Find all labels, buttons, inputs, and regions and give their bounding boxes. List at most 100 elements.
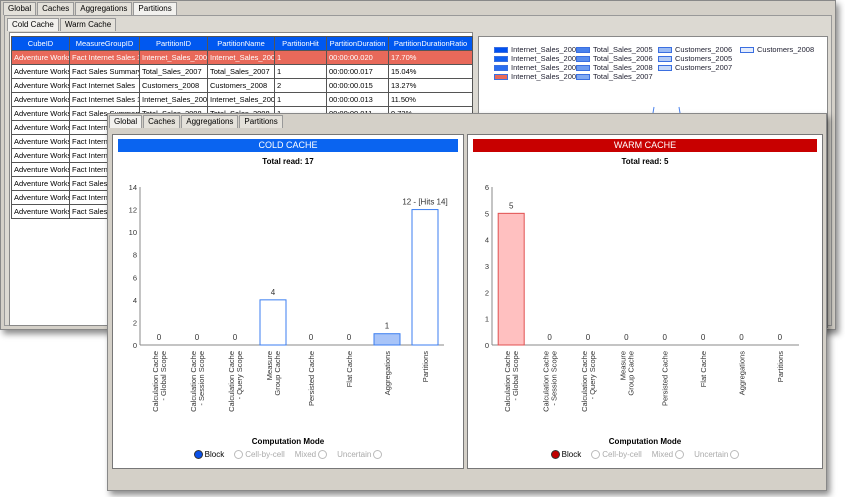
tab-global[interactable]: Global: [3, 2, 37, 15]
table-cell: Adventure Works: [11, 176, 70, 191]
legend-label: Customers_2006: [675, 45, 733, 54]
table-cell: Adventure Works: [11, 162, 70, 177]
legend-label: Internet_Sales_2007: [511, 63, 581, 72]
computation-mode-radios: Block Cell-by-cell Mixed Uncertain: [113, 450, 463, 459]
x-tick-label: Calculation Cache - Query Scope: [227, 351, 244, 412]
svg-text:Calculation Cache: Calculation Cache: [580, 351, 589, 412]
x-tick-label: Partitions: [776, 351, 785, 383]
data-label: 0: [347, 333, 352, 342]
tab-partitions[interactable]: Partitions: [133, 2, 177, 15]
legend-label: Internet_Sales_2008: [511, 72, 581, 81]
table-cell: Internet_Sales_2007: [139, 92, 208, 107]
cache-summary-window: Global Caches Aggregations Partitions COLD …: [107, 113, 827, 491]
radio-cell-by-cell[interactable]: Cell-by-cell: [234, 450, 285, 459]
column-header[interactable]: PartitionDuration: [326, 36, 389, 51]
legend-swatch: [658, 46, 672, 53]
legend-swatch: [494, 64, 508, 71]
tab-warm-cache[interactable]: Warm Cache: [59, 18, 117, 31]
data-label: 5: [509, 201, 514, 210]
svg-text:- Query Scope: - Query Scope: [588, 351, 597, 399]
column-header[interactable]: PartitionName: [207, 36, 275, 51]
legend-label: Customers_2008: [757, 45, 815, 54]
column-header[interactable]: PartitionID: [139, 36, 208, 51]
data-label: 4: [271, 288, 276, 297]
radio-cell-by-cell[interactable]: Cell-by-cell: [591, 450, 642, 459]
x-tick-label: Aggregations: [737, 351, 746, 395]
data-label: 0: [157, 333, 162, 342]
svg-text:- Query Scope: - Query Scope: [235, 351, 244, 399]
legend-item: Customers_2008: [740, 45, 814, 54]
x-tick-label: Measure Group Cache: [265, 351, 282, 396]
bar: [373, 333, 401, 346]
svg-text:Aggregations: Aggregations: [383, 351, 392, 395]
table-cell: Adventure Works: [11, 106, 70, 121]
radio-uncertain[interactable]: Uncertain: [337, 450, 383, 459]
legend-label: Internet_Sales_2006: [511, 54, 581, 63]
legend-swatch: [576, 64, 590, 71]
x-tick-label: Flat Cache: [345, 351, 354, 387]
table-cell: Internet_Sales_2008: [139, 50, 208, 65]
column-header[interactable]: PartitionDurationRatio: [388, 36, 473, 51]
radio-mixed[interactable]: Mixed: [295, 450, 328, 459]
legend-item: Total_Sales_2008: [576, 63, 653, 72]
warm-cache-panel: WARM CACHE Total read: 5 0 1 2 3 4 5 6 5 Calculati…: [467, 134, 823, 469]
table-cell: 15.04%: [388, 64, 473, 79]
panel-title: COLD CACHE: [118, 139, 458, 152]
data-label: 0: [233, 333, 238, 342]
bar: [411, 209, 439, 346]
x-tick-label: Calculation Cache - Query Scope: [580, 351, 597, 412]
summary-tabs: Global Caches Aggregations Partitions: [109, 115, 284, 128]
tab-global[interactable]: Global: [109, 115, 143, 128]
legend-item: Internet_Sales_2006: [494, 54, 580, 63]
y-tick-label: 12: [129, 206, 137, 215]
table-cell: Adventure Works: [11, 148, 70, 163]
table-cell: Adventure Works: [11, 92, 70, 107]
radio-mixed[interactable]: Mixed: [652, 450, 685, 459]
data-label: 0: [701, 333, 706, 342]
data-label: 12 - [Hits 14]: [402, 198, 447, 207]
main-tabs: Global Caches Aggregations Partitions: [3, 2, 178, 15]
column-header[interactable]: MeasureGroupID: [69, 36, 140, 51]
tab-aggregations[interactable]: Aggregations: [181, 115, 239, 128]
table-cell: Adventure Works: [11, 120, 70, 135]
table-cell: Fact Internet Sales 1: [69, 92, 140, 107]
tab-caches[interactable]: Caches: [143, 115, 181, 128]
svg-text:Partitions: Partitions: [776, 351, 785, 383]
svg-text:Persisted Cache: Persisted Cache: [307, 351, 316, 406]
legend-swatch: [576, 46, 590, 53]
bar: [259, 299, 287, 346]
data-label: 0: [309, 333, 314, 342]
column-header[interactable]: PartitionHit: [274, 36, 327, 51]
tab-aggregations[interactable]: Aggregations: [75, 2, 133, 15]
table-cell: Internet_Sales_2008: [207, 50, 275, 65]
table-row[interactable]: Adventure Works Fact Internet Sales 1 Inte…: [11, 92, 473, 107]
legend-item: Customers_2006: [658, 45, 732, 54]
table-cell: 00:00:00.015: [326, 78, 389, 93]
svg-text:Calculation Cache: Calculation Cache: [151, 351, 160, 412]
table-cell: Customers_2008: [207, 78, 275, 93]
table-cell: Adventure Works: [11, 190, 70, 205]
svg-text:Calculation Cache: Calculation Cache: [227, 351, 236, 412]
tab-caches[interactable]: Caches: [37, 2, 75, 15]
radio-uncertain[interactable]: Uncertain: [694, 450, 740, 459]
radio-circle: [550, 450, 560, 459]
column-header[interactable]: CubeID: [11, 36, 70, 51]
tab-partitions[interactable]: Partitions: [239, 115, 283, 128]
table-row[interactable]: Adventure Works Fact Internet Sales Custom…: [11, 78, 473, 93]
table-cell: Fact Internet Sales 1: [69, 50, 140, 65]
x-tick-label: Measure Group Cache: [618, 351, 635, 396]
tab-cold-cache[interactable]: Cold Cache: [7, 18, 59, 31]
radio-block[interactable]: Block: [193, 450, 224, 459]
legend-label: Total_Sales_2008: [593, 63, 653, 72]
legend-label: Total_Sales_2005: [593, 45, 653, 54]
radio-block[interactable]: Block: [550, 450, 581, 459]
radio-circle: [193, 450, 203, 459]
table-cell: Adventure Works: [11, 134, 70, 149]
legend-swatch: [494, 73, 508, 80]
svg-text:Flat Cache: Flat Cache: [699, 351, 708, 387]
table-row[interactable]: Adventure Works Fact Internet Sales 1 Inte…: [11, 50, 473, 65]
y-tick-label: 1: [485, 315, 489, 324]
table-cell: Fact Internet Sales: [69, 78, 140, 93]
